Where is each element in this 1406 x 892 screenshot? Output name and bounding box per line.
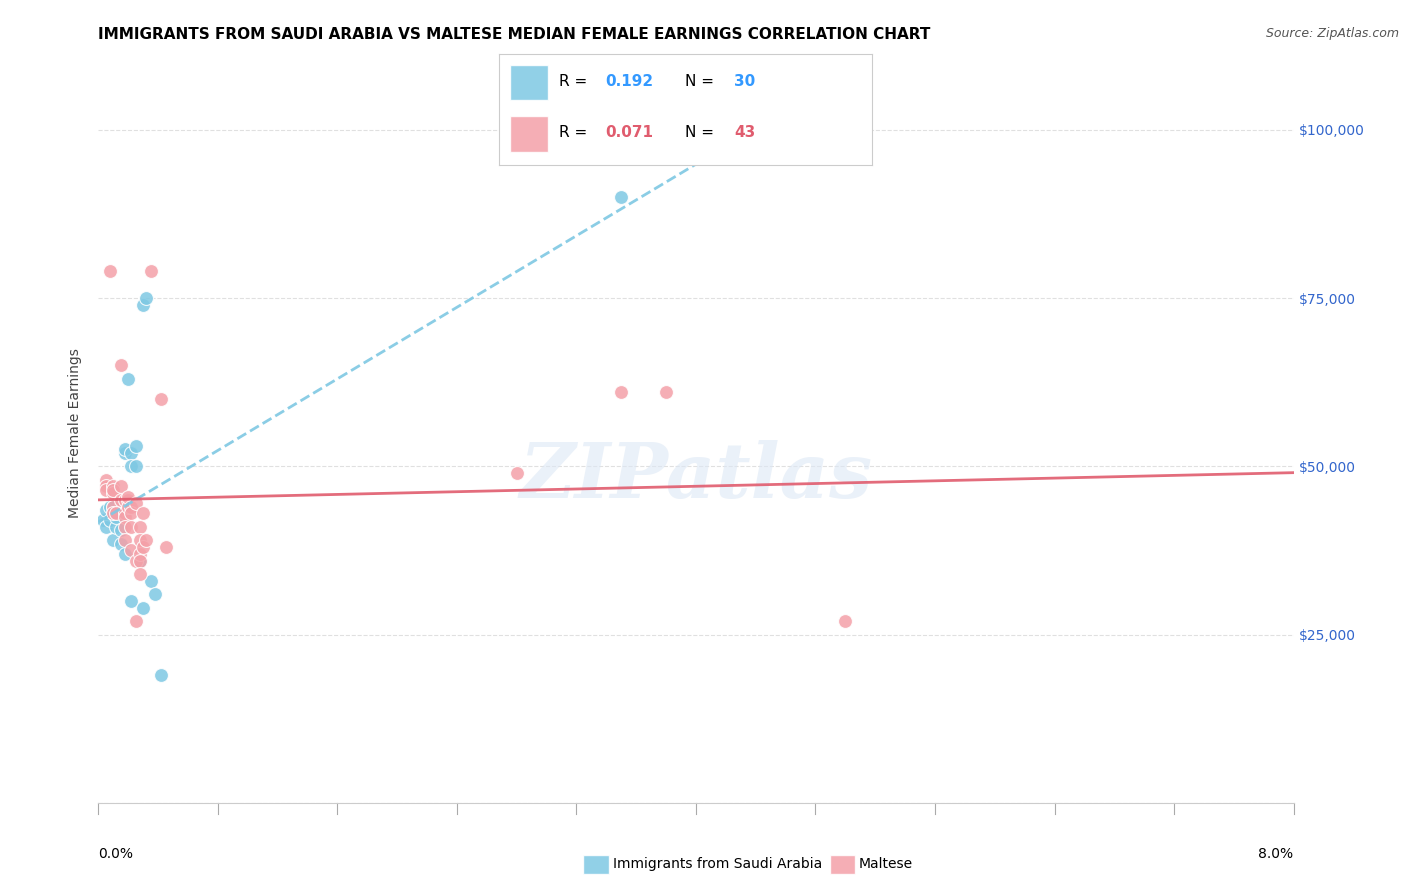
Point [120, 543, 142, 558]
Point [655, 385, 678, 400]
Point [103, 500, 125, 514]
Point [129, 520, 152, 534]
Point [125, 614, 148, 628]
Point [506, 466, 529, 480]
Point [114, 547, 136, 561]
Point [120, 459, 142, 474]
Point [98, 264, 122, 278]
Point [120, 507, 142, 521]
Point [143, 587, 166, 601]
Point [110, 523, 132, 537]
Text: 30: 30 [734, 74, 755, 89]
Point [129, 553, 152, 567]
Point [94, 473, 117, 487]
Text: N =: N = [686, 125, 720, 140]
Point [110, 479, 132, 493]
Text: Immigrants from Saudi Arabia: Immigrants from Saudi Arabia [613, 857, 823, 871]
Point [132, 600, 155, 615]
Y-axis label: Median Female Earnings: Median Female Earnings [69, 348, 83, 517]
Point [135, 291, 157, 305]
Point [114, 520, 136, 534]
Text: N =: N = [686, 74, 720, 89]
Point [135, 533, 157, 548]
Text: Source: ZipAtlas.com: Source: ZipAtlas.com [1265, 27, 1399, 40]
Point [114, 492, 136, 507]
Point [110, 492, 132, 507]
Point [117, 490, 139, 504]
Point [117, 372, 139, 386]
Point [129, 566, 152, 581]
Point [94, 520, 117, 534]
Point [125, 459, 148, 474]
Point [110, 359, 132, 373]
Point [610, 190, 633, 204]
Point [129, 553, 152, 567]
Text: IMMIGRANTS FROM SAUDI ARABIA VS MALTESE MEDIAN FEMALE EARNINGS CORRELATION CHART: IMMIGRANTS FROM SAUDI ARABIA VS MALTESE … [98, 27, 931, 42]
Point [98, 500, 122, 514]
Point [110, 496, 132, 510]
Point [105, 520, 128, 534]
Point [132, 298, 155, 312]
Point [110, 537, 132, 551]
Point [125, 439, 148, 453]
Point [120, 594, 142, 608]
Point [834, 614, 856, 628]
Point [94, 479, 117, 493]
Bar [510, 116, 547, 152]
Text: 8.0%: 8.0% [1258, 847, 1294, 861]
Point [114, 533, 136, 548]
Point [139, 574, 162, 588]
Point [103, 483, 125, 497]
Point [150, 392, 173, 406]
Point [103, 500, 125, 514]
Point [117, 500, 139, 514]
Text: ZIPatlas: ZIPatlas [519, 440, 873, 514]
Point [610, 385, 633, 400]
Point [114, 507, 136, 521]
Point [114, 442, 136, 457]
Point [155, 540, 177, 554]
Text: R =: R = [558, 125, 592, 140]
Point [139, 264, 162, 278]
Point [103, 507, 125, 521]
Point [125, 553, 148, 567]
Point [94, 483, 117, 497]
Point [120, 520, 142, 534]
Point [129, 533, 152, 548]
Point [91, 513, 114, 527]
Point [114, 446, 136, 460]
Point [103, 479, 125, 493]
Point [150, 668, 173, 682]
Text: 0.071: 0.071 [606, 125, 654, 140]
Point [105, 507, 128, 521]
Point [129, 547, 152, 561]
Point [103, 507, 125, 521]
Point [103, 486, 125, 500]
Point [132, 540, 155, 554]
Text: R =: R = [558, 74, 592, 89]
Point [120, 500, 142, 514]
Text: 0.0%: 0.0% [98, 847, 134, 861]
Text: 0.192: 0.192 [606, 74, 654, 89]
Point [120, 446, 142, 460]
Text: 43: 43 [734, 125, 755, 140]
Point [105, 509, 128, 524]
Point [103, 533, 125, 548]
Point [132, 507, 155, 521]
Point [125, 496, 148, 510]
Bar [510, 65, 547, 101]
Text: Maltese: Maltese [859, 857, 912, 871]
Point [94, 503, 117, 517]
Point [117, 492, 139, 507]
Point [114, 509, 136, 524]
Point [98, 513, 122, 527]
